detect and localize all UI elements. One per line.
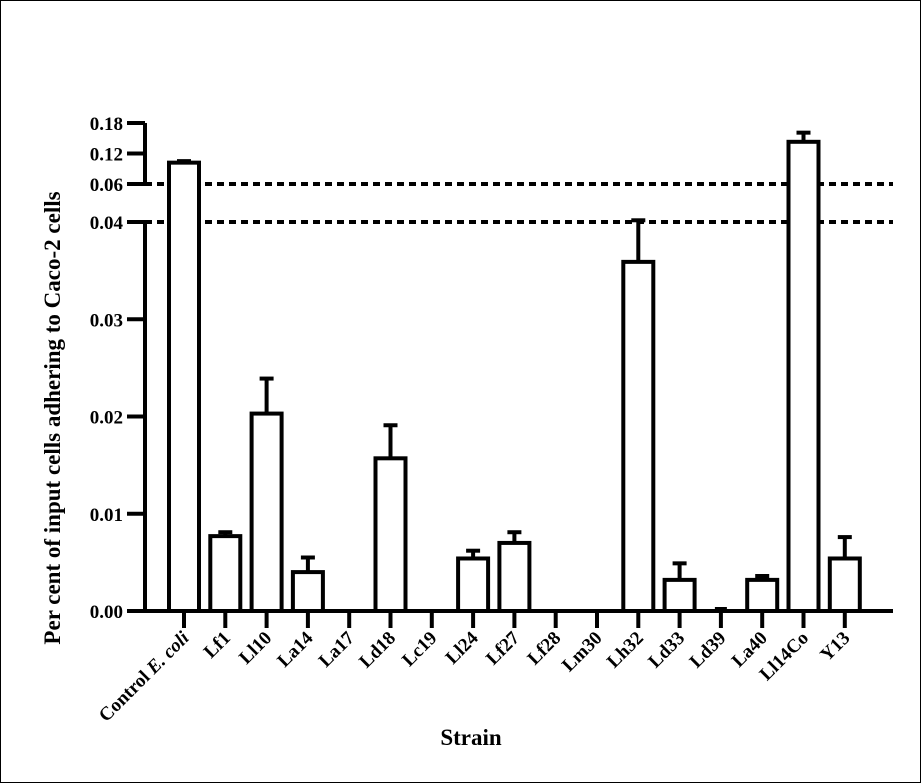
x-tick-label: La17 bbox=[315, 627, 359, 671]
x-tick-label: Ld39 bbox=[686, 628, 731, 673]
y-tick-label: 0.18 bbox=[90, 114, 123, 135]
x-tick-label: Lf27 bbox=[482, 627, 524, 669]
x-tick-label: Lf1 bbox=[200, 628, 235, 663]
bar bbox=[208, 534, 243, 613]
y-tick-label: 0.00 bbox=[90, 602, 123, 623]
x-tick-label: Ld18 bbox=[355, 628, 400, 673]
y-tick-label: 0.01 bbox=[90, 505, 123, 526]
x-tick-label: Lm30 bbox=[558, 628, 606, 676]
bar bbox=[662, 577, 697, 614]
ticks-group: 0.00 0.01 0.02 0.03 0.04 0.06 0.12 0.18 Control … bbox=[90, 114, 855, 726]
x-tick-label: Lc19 bbox=[398, 628, 441, 671]
y-tick-label: 0.03 bbox=[90, 310, 123, 331]
x-tick-label: Lh32 bbox=[603, 628, 648, 673]
bar bbox=[456, 556, 491, 613]
x-tick-label: Y13 bbox=[816, 628, 854, 666]
y-tick-label: 0.06 bbox=[90, 175, 123, 196]
x-tick-label: La14 bbox=[273, 627, 317, 671]
y-axis-label: Per cent of input cells adhering to Caco… bbox=[40, 191, 65, 644]
y-tick-label: 0.12 bbox=[90, 145, 123, 166]
x-tick-label: Ll10 bbox=[235, 628, 276, 669]
bar bbox=[621, 259, 656, 613]
x-axis-label: Strain bbox=[440, 725, 502, 750]
bar bbox=[497, 540, 532, 613]
x-tick-label: Ll24 bbox=[442, 627, 483, 668]
bar bbox=[249, 411, 284, 613]
x-tick-label: Control E. coli bbox=[95, 627, 194, 726]
bars-group bbox=[167, 130, 862, 614]
bar bbox=[745, 577, 780, 614]
y-tick-label: 0.04 bbox=[90, 213, 124, 234]
bar bbox=[373, 456, 408, 613]
y-tick-label: 0.02 bbox=[90, 408, 123, 429]
bar bbox=[167, 160, 201, 613]
bar bbox=[827, 556, 862, 613]
bar bbox=[290, 570, 325, 613]
x-tick-label: Ld33 bbox=[644, 628, 689, 673]
bar bbox=[786, 139, 821, 614]
